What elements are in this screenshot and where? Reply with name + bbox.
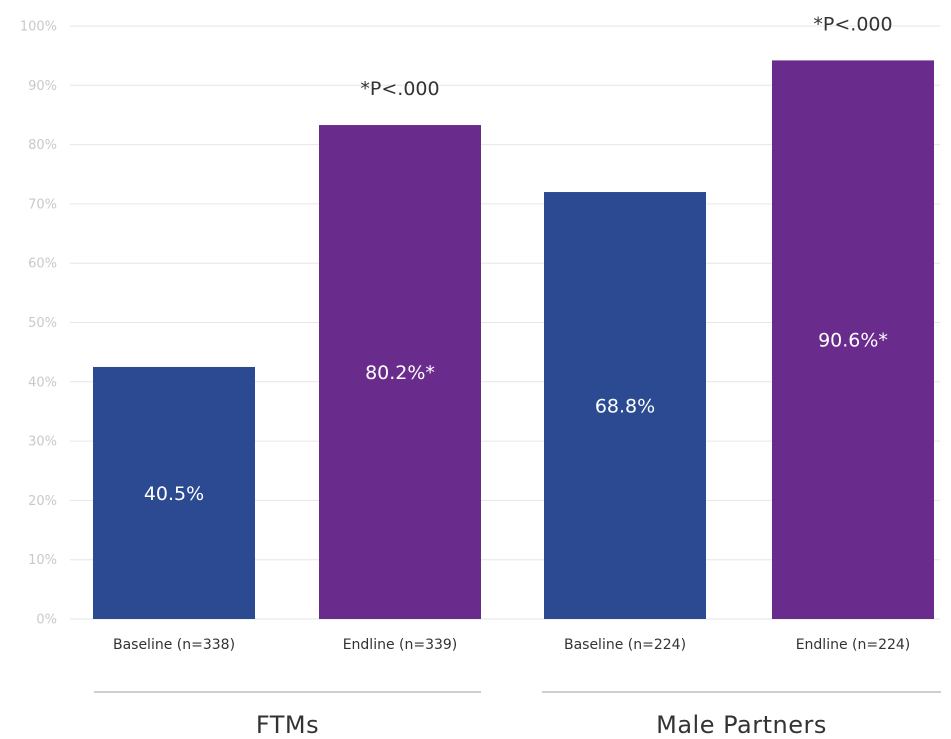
bar-value-label: 90.6%* <box>818 330 888 352</box>
group-labels: FTMs Male Partners <box>94 691 941 739</box>
x-category-label: Baseline (n=224) <box>564 637 686 653</box>
bar <box>93 366 255 619</box>
y-axis-tick-labels: 0% 10% 20% 30% 40% 50% 60% 70% 80% 90% 100% <box>20 20 57 628</box>
bars <box>93 60 934 620</box>
bar-value-label: 40.5% <box>144 483 204 505</box>
x-category-label: Baseline (n=338) <box>113 637 235 653</box>
bar-value-label: 80.2%* <box>365 362 435 384</box>
bar-value-label: 68.8% <box>595 396 655 418</box>
y-tick-label: 50% <box>28 316 57 331</box>
bar <box>544 192 706 620</box>
y-tick-label: 0% <box>36 613 57 628</box>
y-tick-label: 60% <box>28 257 57 272</box>
y-tick-label: 90% <box>28 79 57 94</box>
y-tick-label: 80% <box>28 138 57 153</box>
bar <box>772 60 934 620</box>
group-label: FTMs <box>256 711 319 739</box>
bar-labels: 40.5% Baseline (n=338) 80.2%* *P<.000 Endlin… <box>113 13 910 653</box>
y-tick-label: 40% <box>28 375 57 390</box>
significance-annotation: *P<.000 <box>813 13 892 35</box>
y-tick-label: 70% <box>28 197 57 212</box>
group-label: Male Partners <box>656 711 827 739</box>
x-category-label: Endline (n=224) <box>796 637 911 653</box>
significance-annotation: *P<.000 <box>360 78 439 100</box>
y-tick-label: 100% <box>20 20 57 35</box>
y-tick-label: 10% <box>28 553 57 568</box>
x-category-label: Endline (n=339) <box>343 637 458 653</box>
bar <box>319 125 481 619</box>
y-tick-label: 20% <box>28 494 57 509</box>
y-tick-label: 30% <box>28 435 57 450</box>
